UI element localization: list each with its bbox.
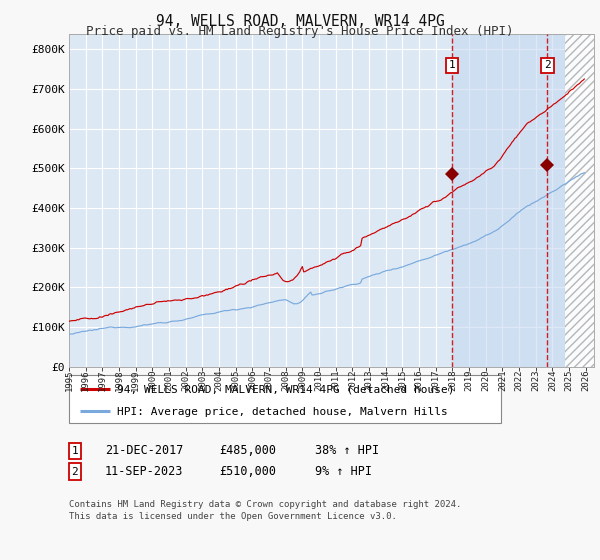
Text: HPI: Average price, detached house, Malvern Hills: HPI: Average price, detached house, Malv… (116, 407, 447, 417)
Text: 2022: 2022 (515, 370, 523, 391)
Text: 1998: 1998 (115, 370, 124, 391)
Text: 2025: 2025 (565, 370, 574, 391)
Text: 11-SEP-2023: 11-SEP-2023 (105, 465, 184, 478)
Text: 2012: 2012 (348, 370, 357, 391)
Text: 2015: 2015 (398, 370, 407, 391)
Text: 2003: 2003 (198, 370, 207, 391)
Text: 2024: 2024 (548, 370, 557, 391)
Text: 2009: 2009 (298, 370, 307, 391)
Text: 2023: 2023 (531, 370, 540, 391)
Text: 2013: 2013 (365, 370, 373, 391)
Text: 1: 1 (71, 446, 79, 456)
FancyBboxPatch shape (69, 375, 501, 423)
Text: 2018: 2018 (448, 370, 457, 391)
Text: £485,000: £485,000 (219, 444, 276, 458)
Text: 2000: 2000 (148, 370, 157, 391)
Text: 2001: 2001 (164, 370, 173, 391)
Text: 38% ↑ HPI: 38% ↑ HPI (315, 444, 379, 458)
Text: 2011: 2011 (331, 370, 340, 391)
Text: 1995: 1995 (65, 370, 74, 391)
Text: 2: 2 (544, 60, 551, 71)
Text: 2005: 2005 (231, 370, 240, 391)
Text: 2014: 2014 (381, 370, 390, 391)
Text: 2007: 2007 (265, 370, 274, 391)
Text: 2026: 2026 (581, 370, 590, 391)
Text: 2004: 2004 (215, 370, 223, 391)
Bar (452, 34, 565, 367)
Text: 2008: 2008 (281, 370, 290, 391)
Text: This data is licensed under the Open Government Licence v3.0.: This data is licensed under the Open Gov… (69, 512, 397, 521)
Text: 2020: 2020 (481, 370, 490, 391)
Text: 2010: 2010 (314, 370, 323, 391)
Bar (565, 34, 594, 367)
Text: 1997: 1997 (98, 370, 107, 391)
Text: Contains HM Land Registry data © Crown copyright and database right 2024.: Contains HM Land Registry data © Crown c… (69, 500, 461, 508)
Text: 1: 1 (448, 60, 455, 71)
Text: 1999: 1999 (131, 370, 140, 391)
Text: 9% ↑ HPI: 9% ↑ HPI (315, 465, 372, 478)
Text: 2021: 2021 (498, 370, 507, 391)
Text: 21-DEC-2017: 21-DEC-2017 (105, 444, 184, 458)
Text: 94, WELLS ROAD, MALVERN, WR14 4PG: 94, WELLS ROAD, MALVERN, WR14 4PG (155, 14, 445, 29)
Text: 2019: 2019 (464, 370, 473, 391)
Text: 94, WELLS ROAD, MALVERN, WR14 4PG (detached house): 94, WELLS ROAD, MALVERN, WR14 4PG (detac… (116, 385, 454, 394)
Text: 2002: 2002 (181, 370, 190, 391)
Text: Price paid vs. HM Land Registry's House Price Index (HPI): Price paid vs. HM Land Registry's House … (86, 25, 514, 38)
Text: 2: 2 (71, 466, 79, 477)
Text: 1996: 1996 (81, 370, 90, 391)
Text: 2016: 2016 (415, 370, 424, 391)
Text: £510,000: £510,000 (219, 465, 276, 478)
Text: 2006: 2006 (248, 370, 257, 391)
Text: 2017: 2017 (431, 370, 440, 391)
